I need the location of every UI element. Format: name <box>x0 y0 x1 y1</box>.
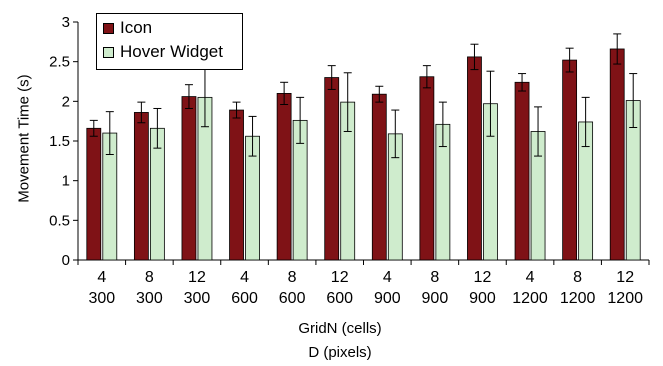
x-tick-label-grid: 4 <box>240 269 249 286</box>
x-axis-label-line1: GridN (cells) <box>298 320 382 337</box>
x-tick-label-grid: 8 <box>573 269 582 286</box>
x-axis-label-line2: D (pixels) <box>308 344 372 361</box>
x-tick-label-grid: 8 <box>145 269 154 286</box>
legend-item-icon: Icon <box>103 18 152 38</box>
x-tick-label-grid: 12 <box>474 269 492 286</box>
x-tick-label-grid: 4 <box>526 269 535 286</box>
bar-icon <box>276 93 292 261</box>
y-axis-label: Movement Time (s) <box>15 74 33 203</box>
bar-icon <box>609 48 625 261</box>
x-tick-label-grid: 12 <box>331 269 349 286</box>
legend: Icon Hover Widget <box>96 13 243 70</box>
x-tick-label-grid: 12 <box>188 269 206 286</box>
y-tick-label: 2 <box>62 93 70 110</box>
bar-icon <box>133 112 149 261</box>
y-tick-label: 1.5 <box>49 133 70 150</box>
bar-icon <box>86 127 102 261</box>
x-tick-label-d: 600 <box>326 290 353 307</box>
bar-icon <box>419 76 435 261</box>
y-tick-label: 0.5 <box>49 212 70 229</box>
x-tick-label-grid: 8 <box>430 269 439 286</box>
x-tick-label-d: 1200 <box>607 290 643 307</box>
legend-swatch-icon <box>103 22 114 34</box>
legend-item-hover-widget: Hover Widget <box>103 42 223 62</box>
bar-icon <box>514 81 530 261</box>
y-tick-label: 0 <box>62 252 70 269</box>
x-tick-label-grid: 12 <box>616 269 634 286</box>
y-tick-label: 1 <box>62 173 70 190</box>
x-tick-label-grid: 8 <box>288 269 297 286</box>
x-tick-label-d: 600 <box>231 290 258 307</box>
x-tick-label-d: 600 <box>279 290 306 307</box>
x-tick-label-d: 900 <box>422 290 449 307</box>
bar-icon <box>562 59 578 261</box>
x-tick-label-grid: 4 <box>97 269 106 286</box>
legend-label-hover-widget: Hover Widget <box>120 42 223 61</box>
y-tick-label: 2.5 <box>49 54 70 71</box>
bar-icon <box>181 96 197 261</box>
bar-icon <box>324 77 340 261</box>
x-tick-label-d: 900 <box>469 290 496 307</box>
x-tick-label-grid: 4 <box>383 269 392 286</box>
bar-icon <box>229 109 244 261</box>
bar-icon <box>371 93 387 261</box>
legend-swatch-hover-widget <box>103 46 114 58</box>
x-tick-label-d: 300 <box>184 290 211 307</box>
legend-label-icon: Icon <box>120 18 153 37</box>
y-tick-label: 3 <box>62 14 70 31</box>
x-tick-label-d: 300 <box>88 290 115 307</box>
bar-icon <box>467 56 482 261</box>
x-tick-label-d: 900 <box>374 290 401 307</box>
x-tick-label-d: 1200 <box>512 290 548 307</box>
x-tick-label-d: 300 <box>136 290 163 307</box>
x-tick-label-d: 1200 <box>560 290 596 307</box>
